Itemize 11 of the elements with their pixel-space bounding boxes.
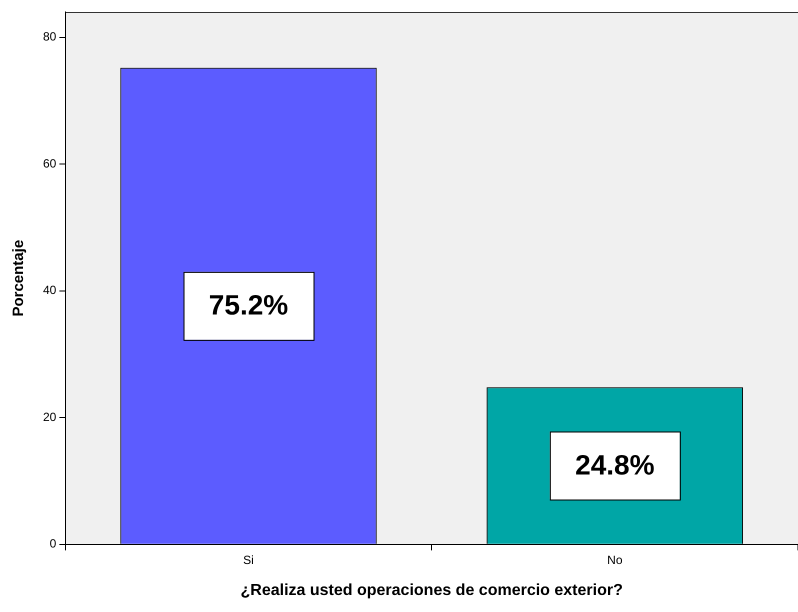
x-tick-label: No — [607, 552, 623, 567]
data-label: 75.2% — [208, 290, 288, 321]
y-tick-label: 40 — [42, 283, 57, 298]
y-axis-title: Porcentaje — [10, 240, 28, 317]
y-tick-label: 0 — [50, 536, 57, 551]
x-tick-label: Si — [243, 552, 254, 567]
x-axis-title: ¿Realiza usted operaciones de comercio exterior? — [240, 582, 623, 599]
y-tick-label: 80 — [42, 30, 57, 44]
y-tick-label: 60 — [42, 156, 57, 170]
data-label: 24.8% — [575, 449, 655, 480]
y-tick-label: 20 — [42, 410, 57, 424]
